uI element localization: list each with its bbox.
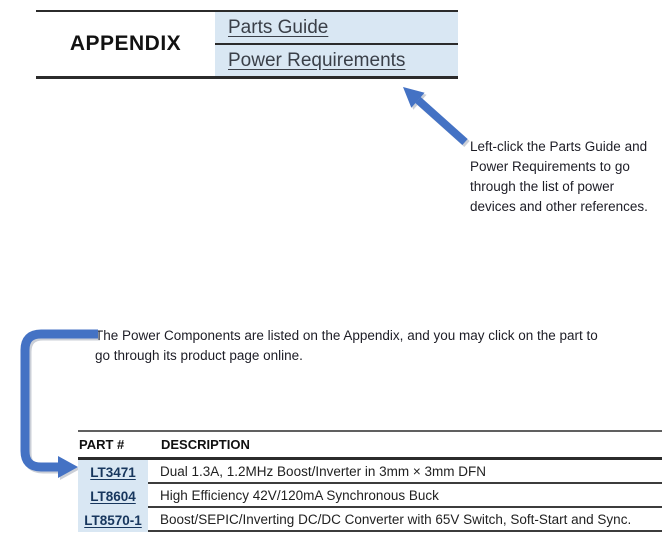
part-link-lt8604[interactable]: LT8604 <box>78 484 148 508</box>
table-row: LT8570-1 Boost/SEPIC/Inverting DC/DC Con… <box>78 508 662 532</box>
part-link-lt8570-1[interactable]: LT8570-1 <box>78 508 148 532</box>
parts-guide-link-label: Parts Guide <box>228 16 329 38</box>
table-row: LT8604 High Efficiency 42V/120mA Synchro… <box>78 484 662 508</box>
click-links-annotation: Left-click the Parts Guide and Power Req… <box>470 139 648 214</box>
appendix-title: APPENDIX <box>69 32 182 55</box>
parts-table-header: PART # DESCRIPTION <box>78 430 662 460</box>
part-link-lt3471[interactable]: LT3471 <box>78 460 148 484</box>
part-link-label: LT8604 <box>90 488 136 504</box>
appendix-section: APPENDIX Parts Guide Power Requirements <box>36 10 458 79</box>
arrow-up-left-icon <box>403 87 468 145</box>
appendix-links-cell: Parts Guide Power Requirements <box>215 12 458 76</box>
part-description: Dual 1.3A, 1.2MHz Boost/Inverter in 3mm … <box>148 460 662 484</box>
column-header-part: PART # <box>79 437 125 452</box>
column-header-description: DESCRIPTION <box>161 437 250 452</box>
power-requirements-link-label: Power Requirements <box>228 49 406 71</box>
table-row: LT3471 Dual 1.3A, 1.2MHz Boost/Inverter … <box>78 460 662 484</box>
parts-guide-link[interactable]: Parts Guide <box>215 12 458 45</box>
part-description: High Efficiency 42V/120mA Synchronous Bu… <box>148 484 662 508</box>
power-components-annotation: The Power Components are listed on the A… <box>95 328 598 363</box>
part-link-label: LT3471 <box>90 464 136 480</box>
parts-table: PART # DESCRIPTION LT3471 Dual 1.3A, 1.2… <box>78 430 662 532</box>
elbow-arrow-right-icon <box>20 329 98 478</box>
part-link-label: LT8570-1 <box>84 512 142 528</box>
power-requirements-link[interactable]: Power Requirements <box>215 45 458 76</box>
part-description: Boost/SEPIC/Inverting DC/DC Converter wi… <box>148 508 662 532</box>
